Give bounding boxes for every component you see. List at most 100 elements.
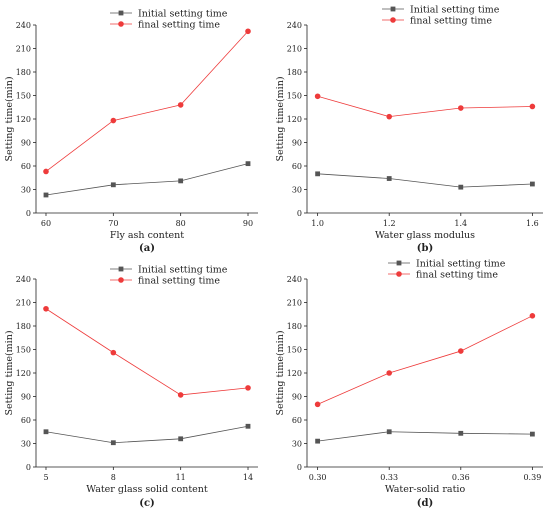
chart-panel-c: 0 30 60 90 120 150 180 210 240 5 8 11 14 Water glass …	[4, 265, 258, 509]
y-tick-label: 120	[287, 369, 302, 378]
y-tick-label: 120	[16, 115, 31, 124]
data-point-initial	[245, 423, 251, 429]
y-axis-label: Setting time(min)	[4, 76, 15, 161]
x-tick-label: 8	[111, 473, 116, 482]
legend-marker-square	[118, 266, 124, 272]
x-tick-label: 0.33	[380, 473, 398, 482]
x-tick-label: 80	[176, 219, 186, 228]
x-tick-label: 1.0	[311, 219, 324, 228]
x-tick-label: 1.6	[526, 219, 539, 228]
y-tick-label: 210	[16, 299, 31, 308]
y-tick-label: 150	[287, 92, 302, 101]
y-axis-label: Setting time(min)	[275, 330, 286, 415]
y-tick-label: 0	[297, 209, 302, 218]
data-point-final	[457, 348, 464, 354]
y-tick-label: 180	[287, 68, 302, 77]
legend-marker-square	[390, 6, 396, 12]
y-tick-label: 30	[292, 440, 302, 449]
y-tick-label: 90	[292, 393, 302, 402]
x-tick-label: 14	[243, 473, 253, 482]
data-point-final	[177, 392, 184, 398]
legend-marker-circle	[118, 21, 124, 27]
data-point-initial	[529, 431, 535, 437]
data-point-initial	[315, 171, 321, 177]
y-tick-label: 30	[21, 186, 31, 195]
y-tick-label: 240	[16, 275, 31, 284]
x-axis-label: Water glass solid content	[86, 484, 208, 495]
data-point-initial	[529, 181, 535, 187]
legend-entry: final setting time	[416, 270, 498, 281]
data-point-final	[245, 385, 251, 391]
data-point-initial	[110, 440, 116, 446]
data-point-final	[529, 103, 536, 110]
series-line-final	[317, 95, 533, 118]
data-point-initial	[315, 438, 321, 444]
y-tick-label: 180	[287, 322, 302, 331]
y-axis-label: Setting time(min)	[4, 330, 15, 415]
legend-entry: final setting time	[410, 16, 492, 27]
legend-marker-circle	[390, 17, 396, 23]
series-line-final	[317, 315, 533, 405]
x-axis-label: Water-solid ratio	[385, 484, 466, 495]
data-point-final	[110, 349, 117, 356]
data-point-final	[43, 305, 49, 312]
data-point-initial	[43, 192, 49, 198]
y-tick-label: 90	[21, 393, 31, 402]
y-tick-label: 210	[287, 45, 302, 54]
y-tick-label: 240	[16, 21, 31, 30]
y-tick-label: 210	[16, 45, 31, 54]
data-point-initial	[178, 436, 184, 442]
x-tick-label: 5	[43, 473, 48, 482]
data-point-initial	[178, 178, 184, 184]
legend-entry: final setting time	[138, 20, 220, 31]
x-tick-label: 90	[243, 219, 253, 228]
x-tick-label: 1.4	[454, 219, 467, 228]
y-tick-label: 120	[287, 115, 302, 124]
series-line-final	[45, 30, 249, 172]
data-point-final	[314, 93, 321, 100]
chart-panel-d: 0 30 60 90 120 150 180 210 240 0.30 0.33 0.36 0.39 Wa…	[275, 259, 543, 509]
x-tick-label: 1.2	[383, 219, 396, 228]
x-tick-label: 11	[176, 473, 186, 482]
legend-entry: Initial setting time	[416, 259, 506, 270]
data-point-final	[245, 28, 251, 35]
data-point-final	[110, 117, 117, 124]
data-point-final	[386, 370, 393, 376]
y-tick-label: 60	[292, 416, 302, 425]
panel-label: (c)	[139, 498, 155, 509]
x-axis-label: Fly ash content	[110, 230, 184, 241]
y-tick-label: 240	[287, 275, 302, 284]
legend-entry: final setting time	[138, 276, 220, 287]
y-tick-label: 0	[26, 463, 31, 472]
panel-label: (b)	[417, 243, 433, 254]
y-tick-label: 150	[16, 92, 31, 101]
data-point-initial	[245, 161, 251, 167]
y-tick-label: 60	[292, 162, 302, 171]
panel-label: (a)	[139, 243, 155, 254]
data-point-initial	[458, 430, 464, 436]
data-point-final	[43, 168, 49, 175]
data-point-final	[177, 102, 184, 108]
legend-entry: Initial setting time	[138, 9, 228, 20]
y-tick-label: 60	[21, 162, 31, 171]
y-tick-label: 240	[287, 21, 302, 30]
data-point-final	[314, 401, 321, 408]
series-line-initial	[317, 173, 533, 188]
y-tick-label: 0	[297, 463, 302, 472]
series-line-final	[45, 308, 249, 396]
data-point-initial	[386, 429, 392, 435]
y-tick-label: 60	[21, 416, 31, 425]
x-tick-label: 70	[108, 219, 118, 228]
chart-panel-a: 0 30 60 90 120 150 180 210 240 60 70 80 90 Fly ash co…	[4, 9, 258, 254]
y-tick-label: 180	[16, 322, 31, 331]
panel-label: (d)	[417, 498, 433, 509]
y-tick-label: 90	[292, 139, 302, 148]
data-point-final	[457, 105, 464, 111]
x-tick-label: 0.36	[452, 473, 470, 482]
data-point-initial	[458, 184, 464, 190]
